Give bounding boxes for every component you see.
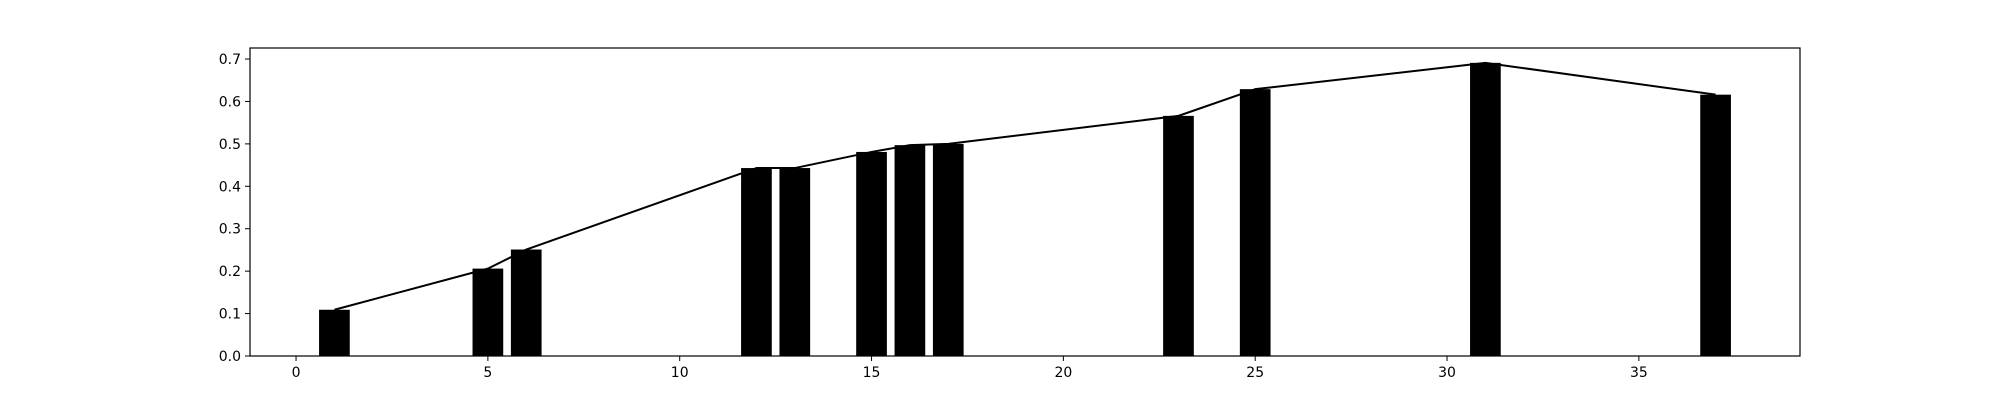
x-tick-label-7: 35 xyxy=(1630,365,1648,381)
x-tick-label-1: 5 xyxy=(483,365,492,381)
bar-6 xyxy=(894,145,926,356)
bars-layer xyxy=(319,62,1731,357)
x-tick-label-5: 25 xyxy=(1246,365,1264,381)
y-tick-label-1: 0.1 xyxy=(219,307,241,323)
bar-5 xyxy=(856,151,887,356)
bar-11 xyxy=(1700,94,1731,357)
y-tick-label-5: 0.5 xyxy=(219,137,241,153)
y-tick-label-6: 0.6 xyxy=(219,94,241,110)
bar-10 xyxy=(1470,62,1501,357)
series-line xyxy=(334,61,1716,311)
bar-9 xyxy=(1239,89,1271,356)
bar-4 xyxy=(779,168,811,356)
y-tick-label-2: 0.2 xyxy=(219,264,241,280)
y-tick-label-0: 0.0 xyxy=(219,349,241,365)
bar-2 xyxy=(510,249,542,356)
plot-frame xyxy=(249,47,1801,357)
line-layer xyxy=(334,61,1716,311)
axes-layer: 0 5 10 15 20 25 30 35 0.0 0.1 0.2 0.3 0.4 0.5 0.6 0.7 xyxy=(219,47,1801,381)
bar-3 xyxy=(741,168,772,356)
bar-8 xyxy=(1163,115,1194,356)
x-tick-label-4: 20 xyxy=(1054,365,1072,381)
y-tick-label-3: 0.3 xyxy=(219,222,241,238)
bar-7 xyxy=(932,143,964,356)
y-tick-label-4: 0.4 xyxy=(219,179,241,195)
y-tick-label-7: 0.7 xyxy=(219,52,241,68)
bar-1 xyxy=(472,268,504,356)
x-tick-label-0: 0 xyxy=(292,365,301,381)
x-tick-label-3: 15 xyxy=(863,365,881,381)
x-tick-label-6: 30 xyxy=(1438,365,1456,381)
x-tick-label-2: 10 xyxy=(671,365,689,381)
bar-0 xyxy=(319,309,350,356)
